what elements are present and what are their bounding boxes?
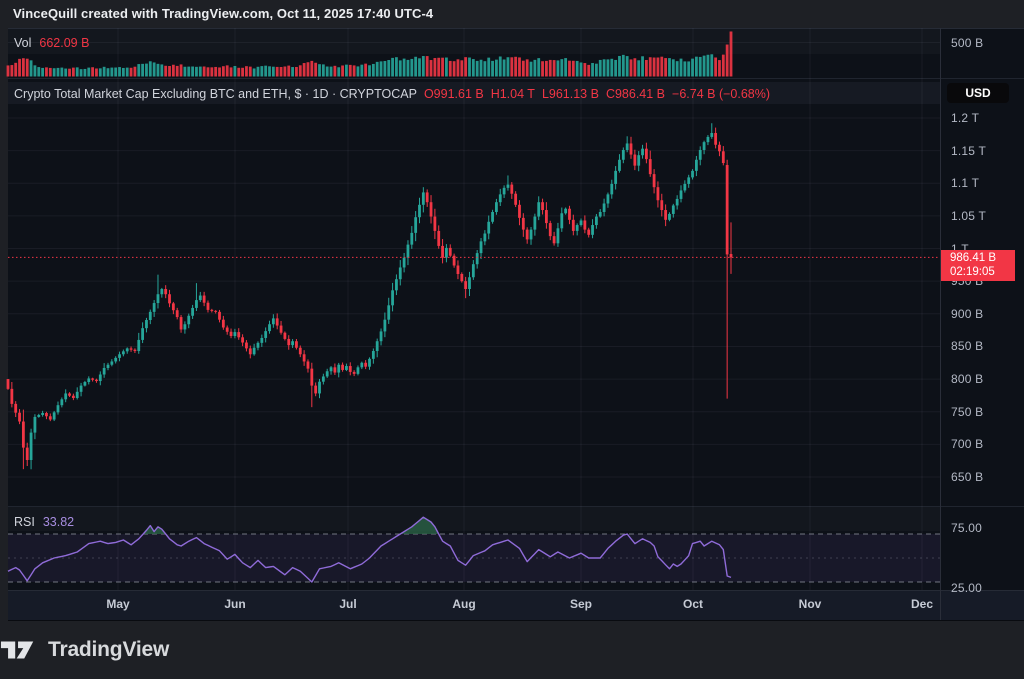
- symbol-legend: Crypto Total Market Cap Excluding BTC an…: [14, 87, 770, 101]
- symbol-legend-band: [8, 82, 940, 104]
- ohlc-low: L961.13 B: [541, 87, 599, 101]
- attribution-text: VinceQuill created with TradingView.com,…: [13, 6, 434, 21]
- rsi-legend-band: [8, 507, 940, 531]
- symbol-title: Crypto Total Market Cap Excluding BTC an…: [14, 87, 417, 101]
- volume-pane-separator[interactable]: [8, 78, 1024, 79]
- bar-countdown: 02:19:05: [950, 266, 995, 279]
- volume-legend: Vol 662.09 B: [14, 36, 89, 50]
- tradingview-wordmark[interactable]: TradingView: [48, 638, 170, 661]
- tradingview-logo-icon[interactable]: [0, 637, 38, 663]
- price-axis-divider: [940, 28, 941, 620]
- ohlc-close: C986.41 B: [605, 87, 666, 101]
- ohlc-high: H1.04 T: [490, 87, 535, 101]
- volume-label: Vol: [14, 36, 32, 50]
- volume-value: 662.09 B: [39, 36, 90, 50]
- volume-legend-band: [8, 29, 940, 54]
- rsi-value: 33.82: [42, 515, 75, 529]
- rsi-label: RSI: [14, 515, 35, 529]
- time-axis[interactable]: [8, 590, 1024, 621]
- last-price-value: 986.41 B: [950, 252, 997, 265]
- last-price-badge[interactable]: 986.41 B 02:19:05: [941, 250, 1015, 282]
- rsi-pane-separator[interactable]: [8, 506, 1024, 507]
- currency-button[interactable]: USD: [947, 83, 1009, 103]
- footer-bar: TradingView: [0, 621, 1024, 679]
- ohlc-change: −6.74 B (−0.68%): [672, 87, 771, 101]
- ohlc-open: O991.61 B: [423, 87, 484, 101]
- rsi-legend: RSI 33.82: [14, 515, 74, 529]
